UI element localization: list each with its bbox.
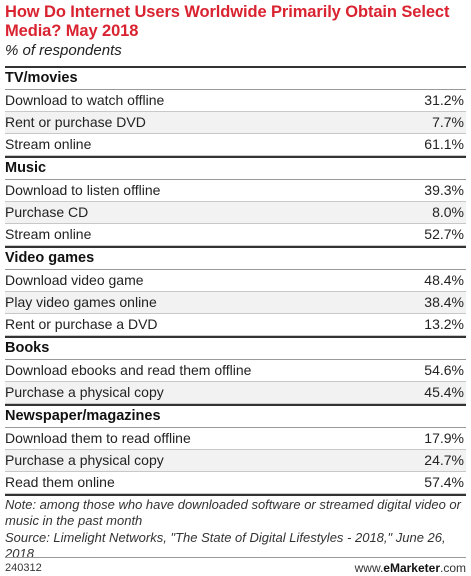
table-row: Stream online 52.7% <box>5 224 466 246</box>
table-row: Download them to read offline 17.9% <box>5 428 466 450</box>
row-label: Download them to read offline <box>5 430 191 446</box>
row-value: 48.4% <box>424 272 464 288</box>
row-label: Stream online <box>5 136 92 152</box>
brand-name: eMarketer <box>383 561 440 575</box>
row-value: 17.9% <box>424 430 464 446</box>
note-text: Note: among those who have downloaded so… <box>5 497 461 528</box>
row-value: 57.4% <box>424 474 464 490</box>
group-header: Music <box>5 156 466 180</box>
brand-suffix: .com <box>439 561 466 575</box>
row-value: 31.2% <box>424 92 464 108</box>
row-value: 13.2% <box>424 316 464 332</box>
table-row: Purchase a physical copy 24.7% <box>5 450 466 472</box>
table-row: Download video game 48.4% <box>5 270 466 292</box>
group-header: Books <box>5 336 466 360</box>
table-row: Rent or purchase a DVD 13.2% <box>5 314 466 336</box>
row-label: Rent or purchase DVD <box>5 114 146 130</box>
row-value: 39.3% <box>424 182 464 198</box>
table-row: Download ebooks and read them offline 54.… <box>5 360 466 382</box>
chart-subtitle: % of respondents <box>5 42 122 59</box>
row-label: Purchase a physical copy <box>5 452 164 468</box>
footer: 240312 www.eMarketer.com <box>5 557 466 574</box>
row-value: 61.1% <box>424 136 464 152</box>
group-header: TV/movies <box>5 66 466 90</box>
row-value: 45.4% <box>424 384 464 400</box>
group-header: Newspaper/magazines <box>5 404 466 428</box>
row-label: Purchase a physical copy <box>5 384 164 400</box>
row-label: Download video game <box>5 272 144 288</box>
brand-prefix: www. <box>354 561 384 575</box>
table-row: Stream online 61.1% <box>5 134 466 156</box>
row-label: Download ebooks and read them offline <box>5 362 252 378</box>
row-value: 7.7% <box>432 114 464 130</box>
chart-id: 240312 <box>5 562 42 574</box>
table-row: Rent or purchase DVD 7.7% <box>5 112 466 134</box>
row-value: 38.4% <box>424 294 464 310</box>
table-row: Download to watch offline 31.2% <box>5 90 466 112</box>
row-label: Rent or purchase a DVD <box>5 316 158 332</box>
table-row: Purchase a physical copy 45.4% <box>5 382 466 404</box>
row-value: 52.7% <box>424 226 464 242</box>
row-label: Download to listen offline <box>5 182 161 198</box>
brand-logo: www.eMarketer.com <box>355 562 466 574</box>
chart-title: How Do Internet Users Worldwide Primaril… <box>5 3 450 40</box>
row-value: 8.0% <box>432 204 464 220</box>
table-bottom-rule <box>5 494 466 496</box>
row-value: 54.6% <box>424 362 464 378</box>
row-value: 24.7% <box>424 452 464 468</box>
data-table: TV/movies Download to watch offline 31.2% R… <box>5 66 466 494</box>
table-row: Download to listen offline 39.3% <box>5 180 466 202</box>
row-label: Download to watch offline <box>5 92 165 108</box>
group-header: Video games <box>5 246 466 270</box>
row-label: Play video games online <box>5 294 157 310</box>
row-label: Stream online <box>5 226 92 242</box>
row-label: Read them online <box>5 474 115 490</box>
row-label: Purchase CD <box>5 204 89 220</box>
table-row: Play video games online 38.4% <box>5 292 466 314</box>
table-row: Read them online 57.4% <box>5 472 466 494</box>
table-row: Purchase CD 8.0% <box>5 202 466 224</box>
